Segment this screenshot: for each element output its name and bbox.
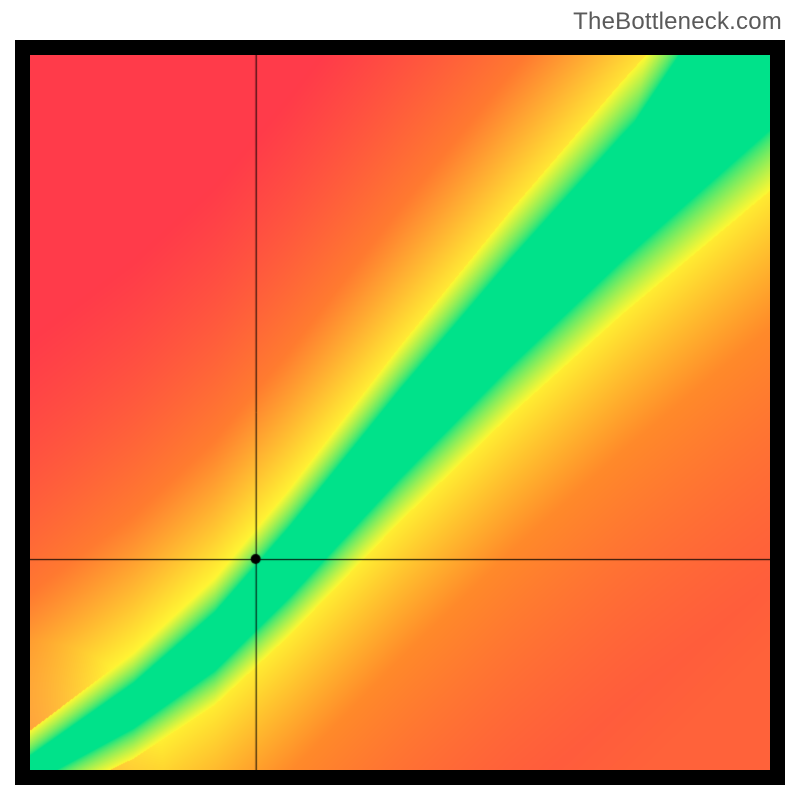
plot-area <box>30 55 770 770</box>
watermark-text: TheBottleneck.com <box>573 8 782 36</box>
heatmap-canvas <box>30 55 770 770</box>
plot-frame <box>15 40 785 785</box>
